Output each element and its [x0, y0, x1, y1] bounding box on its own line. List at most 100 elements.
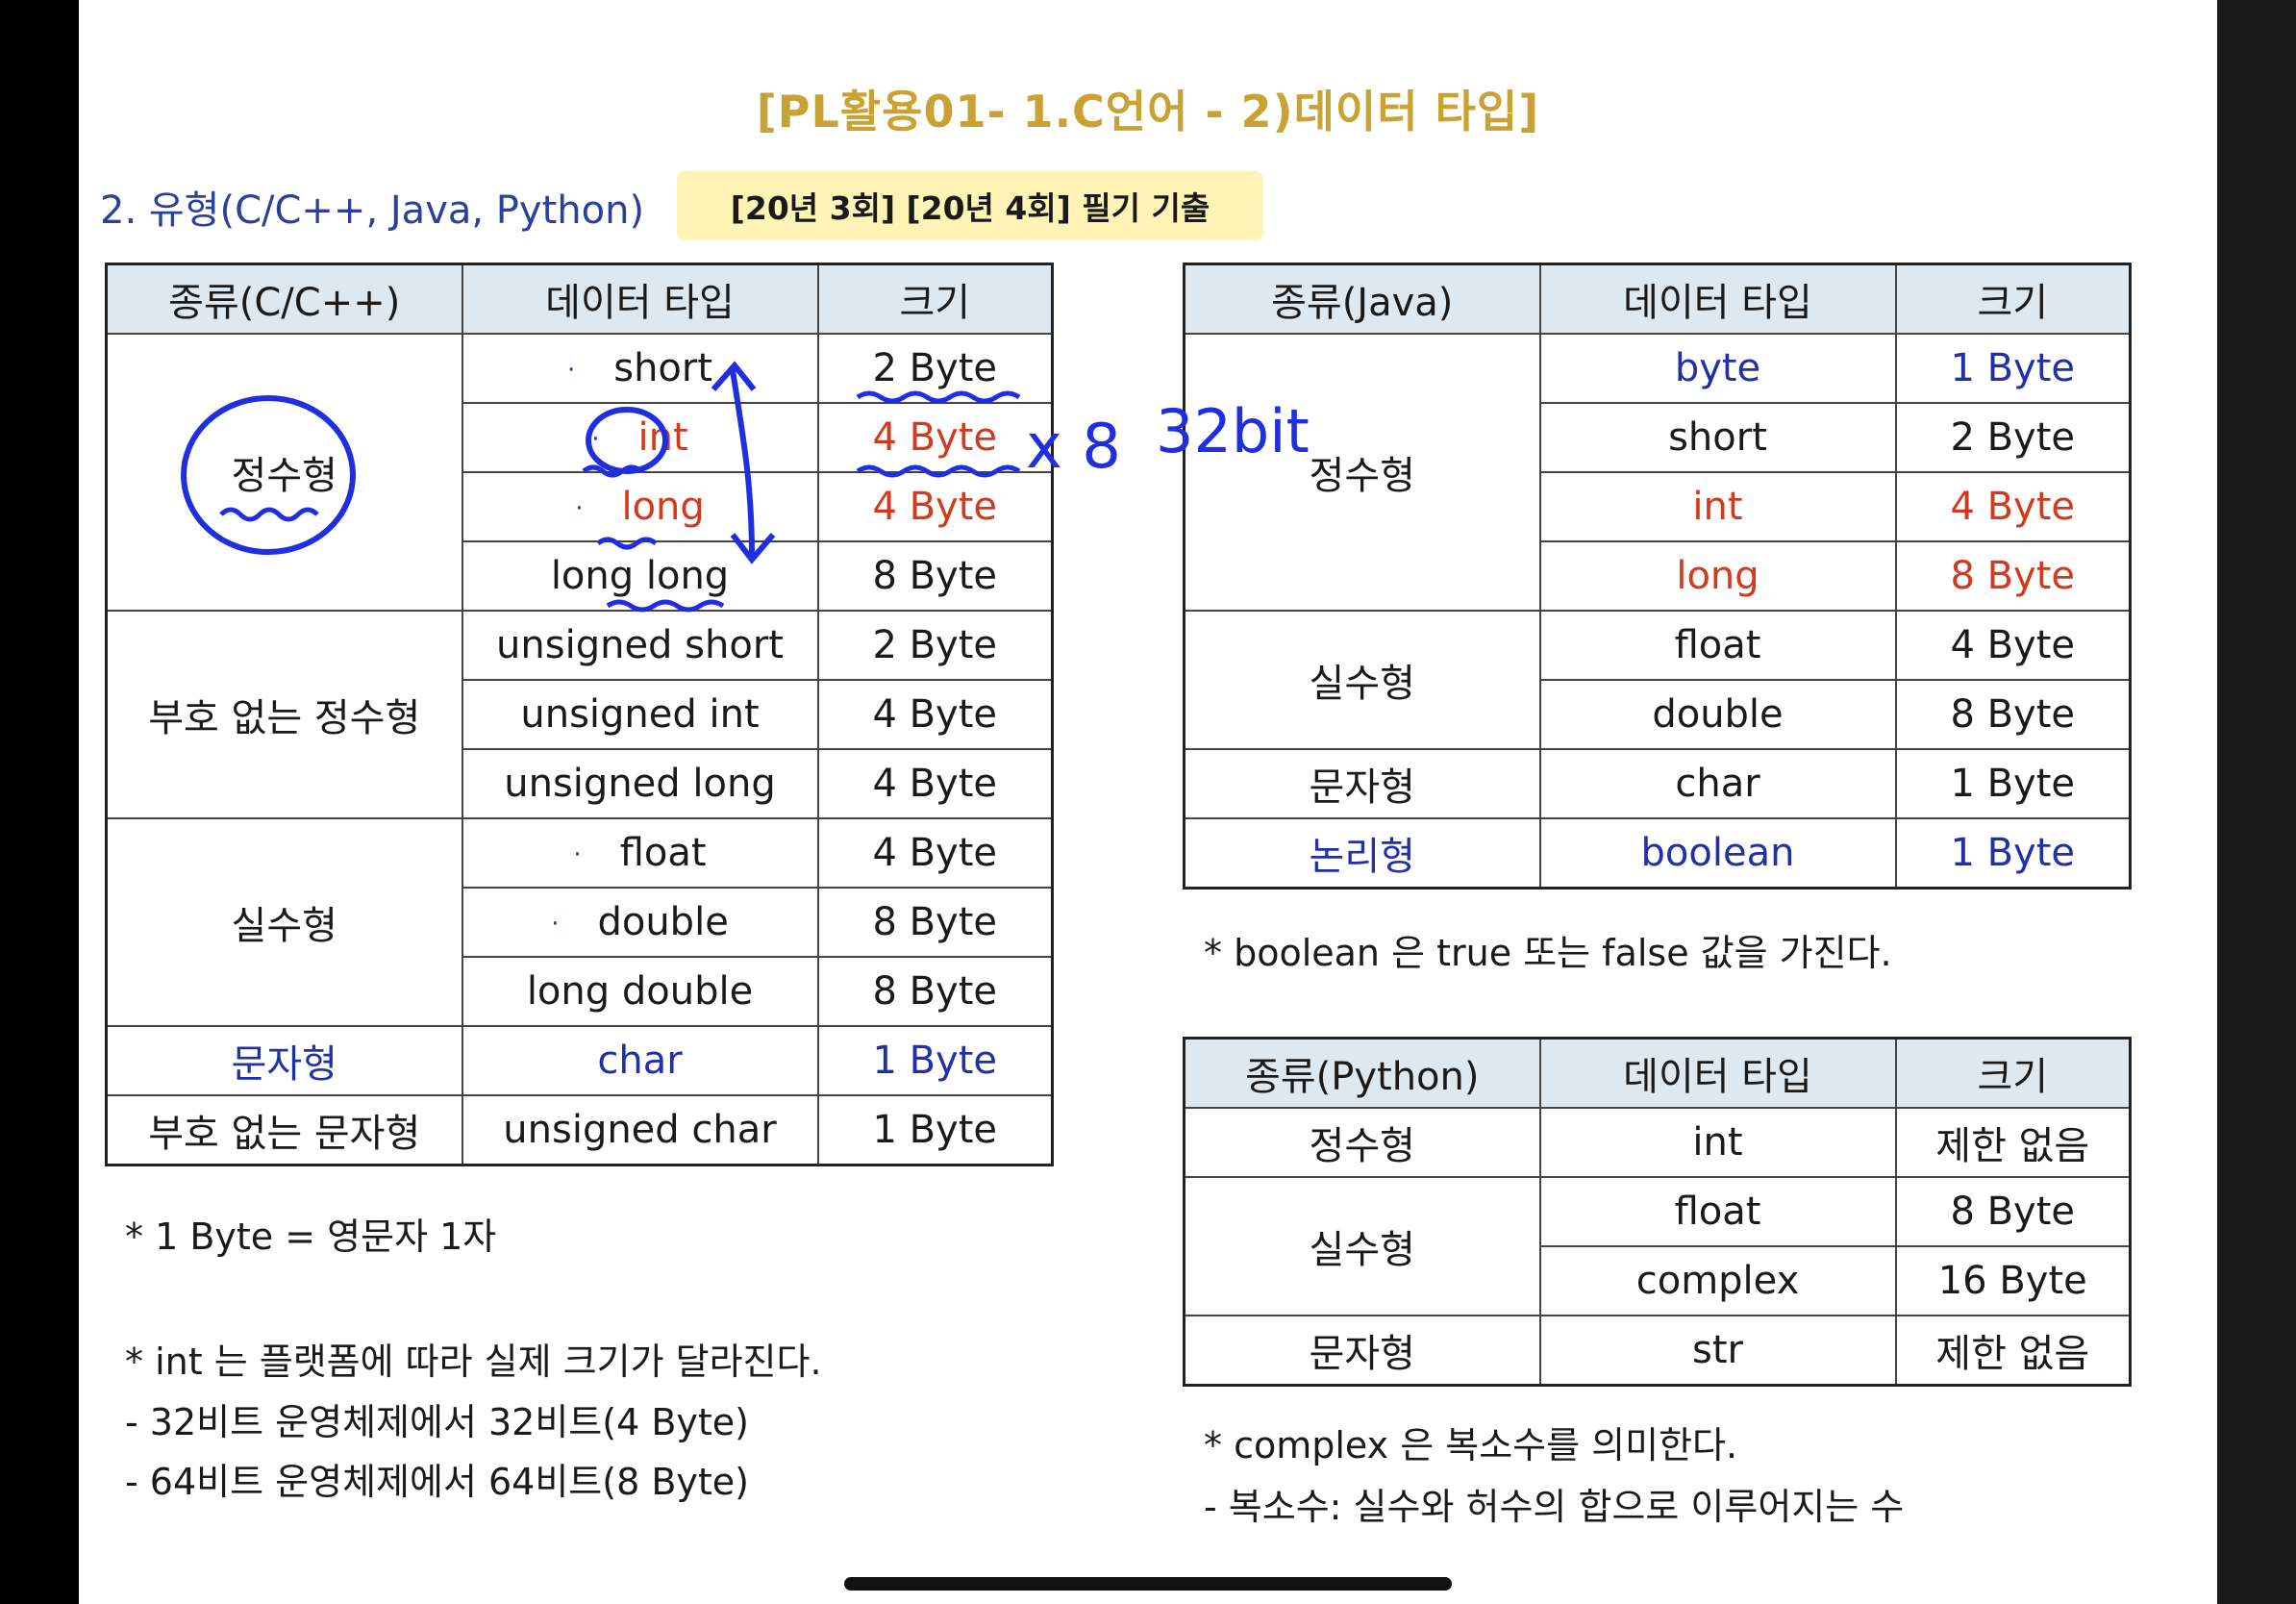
java-size-cell: 1 Byte: [1894, 748, 2132, 819]
java-type-cell: short: [1538, 402, 1897, 473]
table-row: 정수형 · short 2 Byte: [105, 333, 1054, 612]
table-row: 문자형 str 제한 없음: [1183, 1315, 2132, 1387]
java-size-cell: 8 Byte: [1894, 679, 2132, 750]
c-header-size: 크기: [816, 263, 1054, 335]
java-header-kind: 종류(Java): [1183, 263, 1541, 335]
python-header-type: 데이터 타입: [1538, 1037, 1897, 1109]
python-size-cell: 제한 없음: [1894, 1315, 2132, 1387]
c-type-cell: long long: [461, 540, 819, 612]
java-size-cell: 4 Byte: [1894, 610, 2132, 681]
table-row: 정수형 byte 1 Byte: [1183, 333, 2132, 612]
python-header-size: 크기: [1894, 1037, 2132, 1109]
table-row: 문자형 char 1 Byte: [1183, 748, 2132, 819]
c-size-cell: 8 Byte: [816, 540, 1054, 612]
java-type-table: 종류(Java) 데이터 타입 크기 정수형 byte 1 Byte short…: [1183, 263, 2132, 890]
note-boolean: * boolean 은 true 또는 false 값을 가진다.: [1204, 932, 1892, 974]
note-byte-definition: * 1 Byte = 영문자 1자: [125, 1216, 497, 1258]
c-table-header: 종류(C/C++) 데이터 타입 크기: [105, 263, 1054, 335]
java-size-cell: 1 Byte: [1894, 333, 2132, 404]
c-header-kind: 종류(C/C++): [105, 263, 463, 335]
c-size-cell: 4 Byte: [816, 817, 1054, 889]
table-row: int 4 Byte: [1185, 471, 2132, 542]
c-category-float: 실수형: [105, 817, 463, 1027]
java-category-integer: 정수형: [1183, 333, 1541, 612]
python-category-char: 문자형: [1183, 1315, 1541, 1387]
java-header-size: 크기: [1894, 263, 2132, 335]
python-type-cell: str: [1538, 1315, 1897, 1387]
python-type-cell: complex: [1538, 1245, 1897, 1316]
c-size-cell: 2 Byte: [816, 610, 1054, 681]
python-type-cell: int: [1538, 1107, 1897, 1178]
section-title: 2. 유형(C/C++, Java, Python): [100, 188, 645, 233]
bullet-dot: ·: [551, 910, 560, 939]
table-row: 실수형 float 4 Byte: [1183, 610, 2132, 750]
python-size-cell: 8 Byte: [1894, 1176, 2132, 1247]
java-type-cell: long: [1538, 540, 1897, 612]
c-type-table: 종류(C/C++) 데이터 타입 크기 정수형 · short 2 Byte · i…: [105, 263, 1054, 1166]
c-category-unsigned-integer: 부호 없는 정수형: [105, 610, 463, 819]
c-type-cell: · long: [461, 471, 819, 542]
java-category-float: 실수형: [1183, 610, 1541, 750]
c-type-cell: · double: [461, 887, 819, 958]
bullet-dot: ·: [575, 494, 584, 523]
python-table-header: 종류(Python) 데이터 타입 크기: [1183, 1037, 2132, 1109]
java-table-header: 종류(Java) 데이터 타입 크기: [1183, 263, 2132, 335]
table-row: 논리형 boolean 1 Byte: [1183, 817, 2132, 890]
home-indicator[interactable]: [844, 1577, 1452, 1591]
table-row: 정수형 int 제한 없음: [1183, 1107, 2132, 1178]
java-size-cell: 4 Byte: [1894, 471, 2132, 542]
exam-tag: [20년 3회] [20년 4회] 필기 기출: [677, 171, 1263, 240]
c-size-cell: 4 Byte: [816, 471, 1054, 542]
c-header-type: 데이터 타입: [461, 263, 819, 335]
bullet-dot: ·: [573, 840, 582, 869]
c-size-cell: 1 Byte: [816, 1094, 1054, 1166]
python-category-float: 실수형: [1183, 1176, 1541, 1316]
table-row: 부호 없는 정수형 unsigned short 2 Byte: [105, 610, 1054, 819]
python-type-cell: float: [1538, 1176, 1897, 1247]
python-type-table: 종류(Python) 데이터 타입 크기 정수형 int 제한 없음 실수형 f…: [1183, 1037, 2132, 1387]
java-type-cell: double: [1538, 679, 1897, 750]
python-header-kind: 종류(Python): [1183, 1037, 1541, 1109]
table-row: short 2 Byte: [1185, 402, 2132, 473]
c-type-cell: unsigned char: [461, 1094, 819, 1166]
c-type-cell: · float: [461, 817, 819, 889]
note-int-platform: * int 는 플랫폼에 따라 실제 크기가 달라진다.: [125, 1341, 822, 1383]
table-row: 부호 없는 문자형 unsigned char 1 Byte: [105, 1094, 1054, 1166]
c-size-cell: 4 Byte: [816, 748, 1054, 819]
table-row: unsigned int 4 Byte: [107, 679, 1054, 750]
java-size-cell: 2 Byte: [1894, 402, 2132, 473]
c-category-unsigned-char: 부호 없는 문자형: [105, 1094, 463, 1166]
note-complex-definition: - 복소수: 실수와 허수의 합으로 이루어지는 수: [1204, 1486, 1905, 1528]
python-size-cell: 16 Byte: [1894, 1245, 2132, 1316]
note-64bit: - 64비트 운영체제에서 64비트(8 Byte): [125, 1461, 749, 1503]
java-type-cell: float: [1538, 610, 1897, 681]
right-dark-bar: [2217, 0, 2296, 1604]
java-type-cell: boolean: [1538, 817, 1897, 890]
table-row: long double 8 Byte: [107, 956, 1054, 1027]
java-category-char: 문자형: [1183, 748, 1541, 819]
bullet-dot: ·: [566, 356, 576, 385]
table-row: double 8 Byte: [1185, 679, 2132, 750]
table-row: 실수형 float 8 Byte: [1183, 1176, 2132, 1316]
c-type-cell: unsigned long: [461, 748, 819, 819]
c-size-cell: 8 Byte: [816, 887, 1054, 958]
c-type-cell: · int: [461, 402, 819, 473]
c-category-integer: 정수형: [105, 333, 463, 612]
note-complex: * complex 은 복소수를 의미한다.: [1204, 1424, 1738, 1466]
c-size-cell: 1 Byte: [816, 1025, 1054, 1096]
c-size-cell: 8 Byte: [816, 956, 1054, 1027]
c-size-cell: 2 Byte: [816, 333, 1054, 404]
java-category-boolean: 논리형: [1183, 817, 1541, 890]
python-category-integer: 정수형: [1183, 1107, 1541, 1178]
table-row: complex 16 Byte: [1185, 1245, 2132, 1316]
java-type-cell: byte: [1538, 333, 1897, 404]
java-size-cell: 1 Byte: [1894, 817, 2132, 890]
java-type-cell: int: [1538, 471, 1897, 542]
c-category-char: 문자형: [105, 1025, 463, 1096]
java-size-cell: 8 Byte: [1894, 540, 2132, 612]
python-size-cell: 제한 없음: [1894, 1107, 2132, 1178]
c-type-cell: char: [461, 1025, 819, 1096]
java-header-type: 데이터 타입: [1538, 263, 1897, 335]
bullet-dot: ·: [591, 425, 600, 454]
c-type-cell: unsigned short: [461, 610, 819, 681]
